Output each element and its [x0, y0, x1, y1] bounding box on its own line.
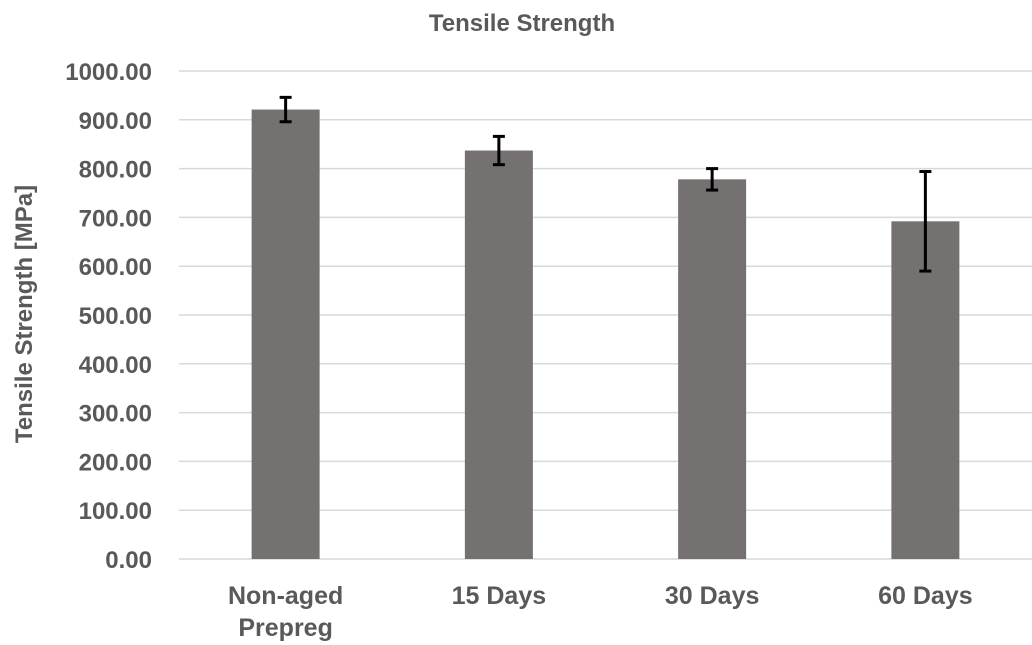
y-tick-label: 700.00	[79, 205, 152, 232]
y-tick-label: 400.00	[79, 352, 152, 379]
x-tick-label: 15 Days	[452, 582, 547, 610]
error-bars	[279, 95, 932, 273]
x-tick-label: Non-aged Prepreg	[228, 582, 343, 642]
y-tick-label: 200.00	[79, 449, 152, 476]
error-bar	[919, 170, 932, 273]
y-tick-label: 800.00	[79, 157, 152, 184]
y-tick-label: 0.00	[105, 547, 152, 574]
x-axis-ticks: Non-aged Prepreg 15 Days 30 Days 60 Days	[228, 582, 973, 642]
y-tick-label: 900.00	[79, 108, 152, 135]
bar	[251, 109, 320, 559]
error-bar	[279, 95, 292, 124]
x-tick-label-line: 15 Days	[452, 582, 547, 610]
x-tick-label-line: 30 Days	[665, 582, 760, 610]
y-tick-label: 100.00	[79, 498, 152, 525]
x-tick-label: 60 Days	[878, 582, 973, 610]
bar	[678, 179, 747, 559]
x-tick-label: 30 Days	[665, 582, 760, 610]
y-axis-label: Tensile Strength [MPa]	[11, 185, 38, 443]
y-tick-label: 300.00	[79, 401, 152, 428]
x-tick-label-line: Non-aged	[228, 582, 343, 610]
chart-title: Tensile Strength	[429, 10, 615, 37]
gridlines	[179, 70, 1032, 560]
x-tick-label-line: 60 Days	[878, 582, 973, 610]
error-bar	[492, 134, 505, 167]
bar	[891, 221, 960, 559]
y-tick-label: 500.00	[79, 303, 152, 330]
bars	[251, 109, 960, 559]
y-tick-label: 600.00	[79, 254, 152, 281]
y-tick-label: 1000.00	[65, 59, 152, 86]
y-axis-ticks: 0.00 100.00 200.00 300.00 400.00 500.00 600.00…	[65, 59, 152, 574]
error-bar	[706, 167, 719, 192]
bar	[464, 150, 533, 559]
x-tick-label-line: Prepreg	[238, 614, 332, 642]
